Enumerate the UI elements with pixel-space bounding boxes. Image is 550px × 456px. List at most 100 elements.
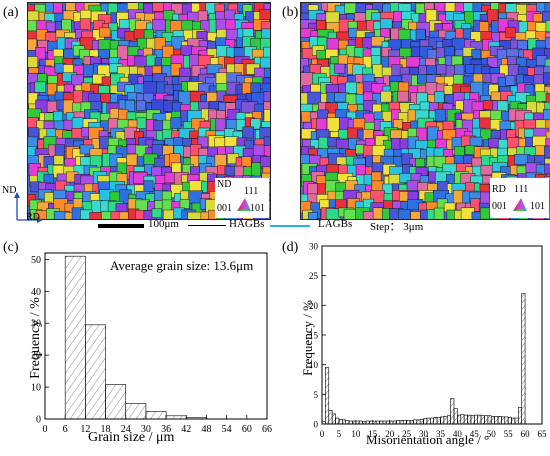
histogram-bar [338,418,343,425]
plot-frame [44,252,268,420]
panel-label-c: (c) [3,240,19,255]
scale-bar-label: 100μm [148,218,179,230]
y-tick-label: 20 [31,351,41,362]
x-tick-label: 12 [80,424,90,435]
histogram-bar [474,414,478,425]
histogram-bar [446,415,451,425]
histogram-bar [105,384,127,420]
histogram-bar [416,419,421,425]
ipf-key-a-101: 101 [250,203,265,214]
lagbs-label: LAGBs [318,218,353,230]
histogram-bar [501,416,506,425]
ipf-triangle-b [513,198,527,211]
histogram-bar [484,415,489,425]
histogram-bar [426,417,431,425]
sample-axes-arrows [14,192,43,223]
histogram-bar [402,420,407,425]
y-tick-label: 10 [309,360,319,370]
ipf-key-a-ref: ND [217,179,232,190]
histogram-bar [504,416,509,425]
x-tick-label: 65 [538,429,548,439]
chart-d-ylabel: Frequency / % [300,300,315,376]
histogram-bar [490,415,495,425]
x-tick-label: 15 [368,429,378,439]
ipf-key-b-111: 111 [514,184,529,195]
histogram-bar [396,420,401,425]
lagb-line-sample [270,225,310,227]
histogram-bar [436,417,441,425]
histogram-bar [463,414,468,425]
y-tick-label: 0 [314,420,319,430]
histogram-bar [433,417,438,425]
x-tick-label: 5 [337,429,342,439]
y-tick-label: 5 [314,390,319,400]
histogram-bar [430,417,434,425]
y-tick-label: 15 [309,331,319,341]
x-tick-label: 48 [201,424,211,435]
chart-c-xlabel: Grain size / μm [88,430,175,445]
x-tick-label: 30 [141,424,151,435]
hagbs-label: HAGBs [229,218,265,230]
histogram-bar [470,415,475,425]
ipf-key-b-ref: RD [492,184,506,195]
ebsd-map-b [300,2,550,220]
histogram-bar [423,418,428,425]
grain-size-histogram: 0 6 12 18 24 30 36 42 48 54 60 66 0 10 20 30 40 50 [31,252,272,435]
x-tick-label: 20 [385,429,395,439]
y-tick-label: 25 [309,271,319,281]
histogram-bar [64,255,86,420]
y-tick-label: 50 [31,255,41,266]
ipf-triangle-a [237,198,251,211]
histogram-bar [413,419,418,425]
x-tick-label: 6 [63,424,68,435]
chart-d-xlabel: Misorientation angle / ° [366,432,490,447]
ipf-key-b-001: 001 [492,201,507,212]
histogram-bar [518,407,522,425]
histogram-bar [450,398,455,425]
histogram-bar [511,417,516,425]
x-tick-label: 60 [521,429,531,439]
y-tick-label: 30 [309,242,319,252]
x-tick-label: 60 [242,424,252,435]
histogram-bar [419,418,424,425]
histogram-bar [497,415,502,425]
scale-bar [98,224,144,228]
x-tick-label: 10 [351,429,361,439]
histogram-bar [521,293,526,425]
x-tick-label: 54 [222,424,232,435]
x-tick-label: 42 [181,424,191,435]
hagb-line-sample [188,225,226,226]
histogram-bar [342,419,346,425]
x-tick-label: 50 [487,429,497,439]
histogram-bar [399,420,404,425]
histogram-bar [507,417,512,425]
histogram-bar [440,416,445,425]
axis-label-rd: RD [26,212,40,223]
x-tick-label: 40 [453,429,463,439]
ipf-color-key-b: RD 111 001 101 [490,178,549,218]
ipf-key-b-101: 101 [530,201,545,212]
histogram-bar [409,420,414,425]
histogram-bar [85,324,106,420]
histogram-bar [453,408,458,425]
histogram-bar [125,403,147,420]
histogram-bar [335,417,340,425]
y-tick-label: 0 [36,415,41,426]
x-tick-label: 18 [101,424,111,435]
histogram-bar [331,413,336,425]
x-tick-label: 45 [470,429,480,439]
ebsd-map-a-image [28,3,270,219]
histogram-bar [145,411,167,420]
ipf-key-a-001: 001 [217,203,232,214]
average-grain-size-annotation: Average grain size: 13.6μm [110,258,254,273]
ebsd-map-a [27,2,271,220]
y-tick-label: 20 [309,301,319,311]
x-tick-label: 55 [504,429,513,439]
panel-label-d: (d) [282,240,299,255]
chart-c-ylabel: Frequency / % [28,297,43,379]
panel-label-a: (a) [3,5,19,20]
histogram-bar [328,410,333,425]
histogram-bar [443,415,448,425]
y-tick-label: 40 [31,287,41,298]
y-tick-label: 30 [31,319,41,330]
